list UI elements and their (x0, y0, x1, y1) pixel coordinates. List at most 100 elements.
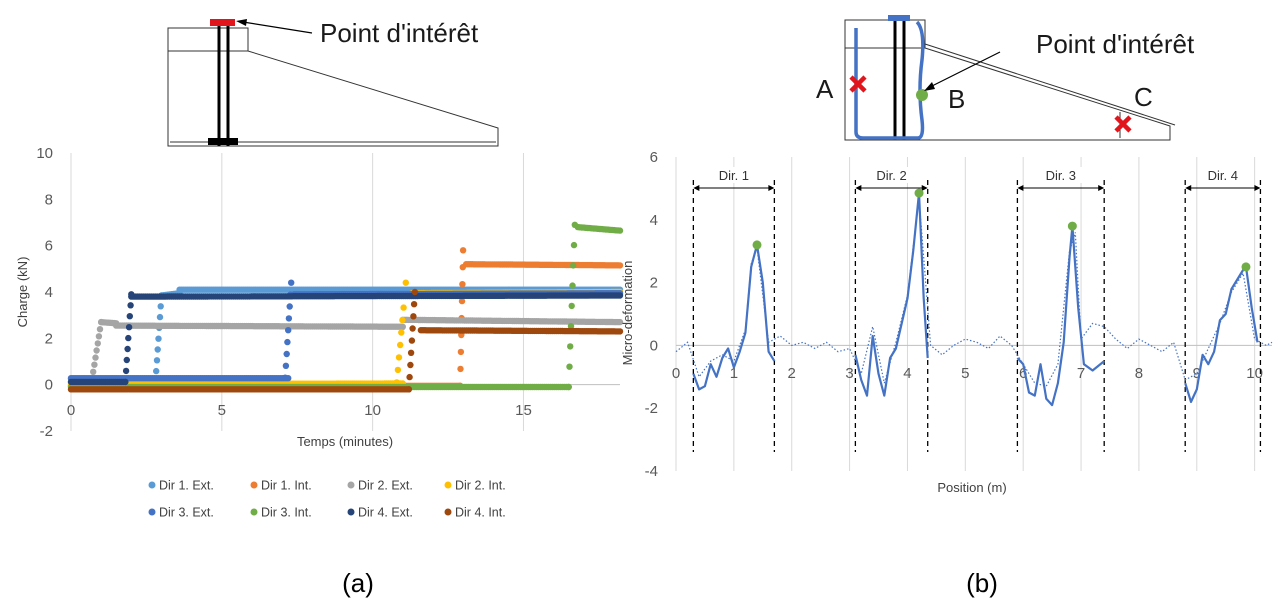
data-point (569, 282, 576, 289)
x-tick-label: 0 (672, 365, 680, 382)
data-point (124, 345, 131, 353)
data-point (122, 367, 130, 375)
schematic-cap (888, 15, 910, 21)
data-point (616, 328, 624, 335)
x-tick-label: 3 (845, 365, 853, 382)
legend-label: Dir 2. Ext. (358, 479, 413, 493)
data-point (457, 365, 464, 373)
legend-marker (444, 481, 452, 489)
band-label: Dir. 1 (719, 168, 749, 183)
band-arrowhead (1254, 185, 1261, 191)
panel-caption-b: (b) (966, 568, 998, 598)
data-point (398, 329, 405, 336)
x-tick-label: 4 (903, 365, 911, 382)
schematic-wedge (844, 47, 1171, 141)
data-point (288, 279, 295, 286)
data-point (395, 354, 403, 361)
legend-label: Dir 1. Ext. (159, 479, 214, 493)
data-point (399, 316, 406, 324)
y-tick-label: -4 (645, 463, 658, 480)
point-of-interest-marker (916, 89, 928, 101)
data-point (408, 337, 416, 344)
x-tick-label: 10 (364, 402, 381, 419)
sensor-path (854, 20, 925, 140)
data-point (406, 373, 413, 381)
series-dir-4-int- (67, 288, 624, 393)
data-point (459, 281, 466, 288)
data-point (616, 262, 624, 269)
data-point (410, 301, 418, 308)
x-axis-title: Temps (minutes) (297, 434, 393, 449)
data-point (95, 333, 103, 340)
band-arrowhead (768, 185, 775, 191)
legend-marker (250, 481, 258, 489)
y-axis-title: Micro-deformation (620, 261, 635, 366)
band-label-bg (867, 167, 916, 183)
panel-a: Point d'intérêt 0 5 10 15 -2 0 2 4 6 8 10 Temps (min… (15, 18, 624, 598)
series-dir-1-ext- (67, 286, 624, 386)
data-point (286, 303, 293, 310)
data-point (394, 366, 402, 374)
annotation-arrow (242, 21, 313, 34)
data-point (90, 368, 97, 375)
panel-caption-a: (a) (342, 568, 374, 598)
data-point (285, 327, 292, 334)
data-point (399, 323, 406, 330)
label-c: C (1134, 82, 1153, 112)
schematic-top-box (167, 27, 249, 52)
data-point (405, 386, 412, 393)
x-tick-label: 5 (961, 365, 969, 382)
data-point (407, 349, 415, 356)
band-label: Dir. 3 (1046, 168, 1076, 183)
band-arrowhead (693, 185, 700, 191)
x-tick-label: 1 (730, 365, 738, 382)
x-tick-label: 5 (218, 402, 226, 419)
data-point (567, 343, 574, 350)
legend-marker (444, 508, 452, 516)
data-point (125, 334, 132, 342)
band-label-bg (1036, 167, 1085, 183)
peak-marker (1067, 221, 1077, 231)
band-label-bg (709, 167, 758, 183)
direction-band: Dir. 1 (692, 167, 776, 452)
band-arrowhead (855, 185, 862, 191)
legend-marker (347, 508, 355, 516)
schematic-top-box (844, 19, 926, 49)
dotted-series (675, 197, 1273, 387)
band-label: Dir. 2 (876, 168, 906, 183)
data-point (397, 341, 404, 349)
data-point (127, 302, 134, 309)
direction-band: Dir. 4 (1184, 167, 1262, 452)
data-point (570, 262, 577, 269)
x-axis-title: Position (m) (937, 480, 1006, 495)
x-tick-label: 10 (1246, 365, 1263, 382)
data-point (571, 221, 578, 228)
band-arrowhead (921, 185, 928, 191)
data-point (285, 315, 293, 322)
data-point (93, 347, 100, 354)
legend-label: Dir 4. Ext. (358, 506, 413, 520)
annotation-arrowhead (236, 19, 247, 26)
data-point (96, 326, 104, 333)
series-dir-1-int- (67, 247, 624, 389)
panel-b: Point d'intérêt A B C 0 1 2 3 4 5 6 7 8 9 10 -4 -2 0 2 4 6 Po… (620, 15, 1273, 598)
data-point (282, 362, 290, 369)
y-tick-label: 0 (650, 337, 658, 354)
legend: Dir 1. Ext. Dir 1. Int. Dir 2. Ext. Dir 2. … (148, 479, 506, 520)
data-point (153, 367, 160, 375)
schematic-a: Point d'intérêt (167, 18, 499, 147)
data-point (459, 247, 467, 254)
peak-marker (914, 188, 924, 198)
series-dir-4-ext- (67, 291, 624, 386)
data-point (567, 323, 575, 330)
label-a: A (816, 74, 834, 104)
data-point (128, 291, 135, 298)
y-tick-label: 4 (650, 212, 658, 229)
y-tick-label: 6 (650, 149, 658, 166)
data-point (616, 292, 624, 299)
schematic-wedge (167, 50, 499, 147)
data-point (570, 241, 578, 249)
legend-marker (250, 508, 258, 516)
data-point (616, 318, 624, 326)
